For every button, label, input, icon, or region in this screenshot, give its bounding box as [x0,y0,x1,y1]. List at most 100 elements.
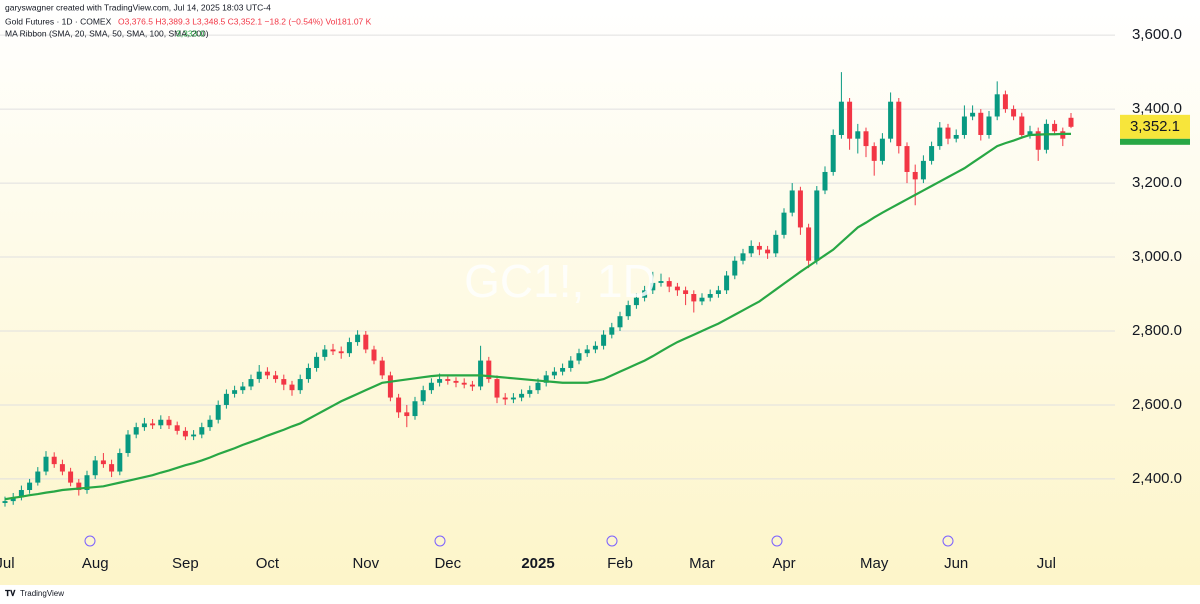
symbol: Gold Futures · 1D · COMEX [5,16,112,26]
x-tick-label: Sep [172,555,199,572]
candle-body [223,393,229,405]
candle-body [182,430,188,437]
candle-body [1027,131,1033,135]
candle-body [789,190,795,213]
x-tick-label: Feb [607,555,633,572]
candle-body [781,212,787,235]
candle-body [1052,123,1058,132]
candle-body [560,367,566,372]
price-label-box [1120,114,1190,139]
candle-body [551,371,557,376]
candle-body [543,375,549,383]
candle-body [617,316,623,328]
candle-body [273,375,279,380]
candle-body [428,382,434,391]
candle-body [174,425,180,431]
candle-body [970,112,976,117]
candle-body [986,116,992,135]
candle-body [847,101,853,139]
candle-body [510,397,516,400]
candle-body [207,419,213,428]
candle-body [707,294,713,298]
candle-body [691,294,697,302]
candle-body [740,253,746,261]
candle-body [756,245,762,250]
x-tick-label: Jul [0,555,15,572]
candle-body [338,351,344,354]
candle-body [133,427,139,435]
candle-body [314,356,320,368]
candle-body [1068,117,1074,127]
candle-body [814,190,820,261]
candle-body [51,456,57,465]
background [0,0,1200,585]
candle-body [592,345,598,350]
x-tick-label: May [860,555,889,572]
author-line: garyswagner created with TradingView.com… [5,2,271,12]
candle-body [232,390,238,394]
candle-body [158,419,164,426]
x-tick-label: Apr [772,555,795,572]
y-tick-label: 2,600.0 [1132,396,1182,413]
candle-body [256,371,262,380]
candle-body [100,460,106,465]
candle-body [117,453,123,472]
candle-body [822,171,828,191]
candle-body [355,334,361,343]
candle-body [1002,94,1008,110]
y-tick-label: 2,400.0 [1132,470,1182,487]
candle-body [191,434,197,437]
candle-body [346,342,352,354]
logo-mark: 𝐓𝐕 [5,589,16,598]
candle-body [199,427,205,435]
candle-body [838,101,844,135]
candle-body [2,501,8,503]
ohlc-text: O3,376.5 H3,389.3 L3,348.5 C3,352.1 −18.… [118,16,372,26]
candle-body [732,260,738,276]
indicator: MA Ribbon (SMA, 20, SMA, 50, SMA, 100, S… [5,28,209,38]
candle-body [625,305,631,317]
candle-body [699,297,705,302]
candle-body [166,419,172,426]
candle-body [68,471,74,483]
footer-logo: TradingView [20,589,64,598]
candle-body [125,434,131,454]
candle-body [420,390,426,402]
candle-body [888,101,894,139]
candle-body [519,393,525,398]
price-label: 3,352.1 [1130,118,1180,135]
candle-body [601,334,607,346]
x-tick-label: Dec [434,555,461,572]
candle-body [1011,109,1017,117]
candle-body [953,134,959,139]
candle-body [371,349,377,361]
candle-body [387,375,393,398]
candle-body [461,382,467,385]
candle-body [330,349,336,352]
candle-body [322,349,328,357]
candle-body [879,138,885,161]
candle-body [109,464,115,472]
candle-body [453,380,459,383]
y-tick-label: 3,000.0 [1132,248,1182,265]
candle-body [141,423,147,428]
candle-body [76,482,82,491]
candle-body [765,249,771,254]
candle-body [797,190,803,228]
y-tick-label: 2,800.0 [1132,322,1182,339]
candle-body [855,131,861,139]
candle-body [248,379,254,387]
footer-bar [0,585,1200,604]
candle-body [912,171,918,180]
candle-body [396,397,402,413]
candle-body [715,290,721,295]
candle-body [871,146,877,161]
x-tick-label: Oct [256,555,280,572]
candle-body [18,490,24,498]
candle-body [59,464,65,472]
candle-body [494,379,500,398]
candle-body [527,390,533,394]
candle-body [297,379,303,391]
candle-body [305,367,311,380]
